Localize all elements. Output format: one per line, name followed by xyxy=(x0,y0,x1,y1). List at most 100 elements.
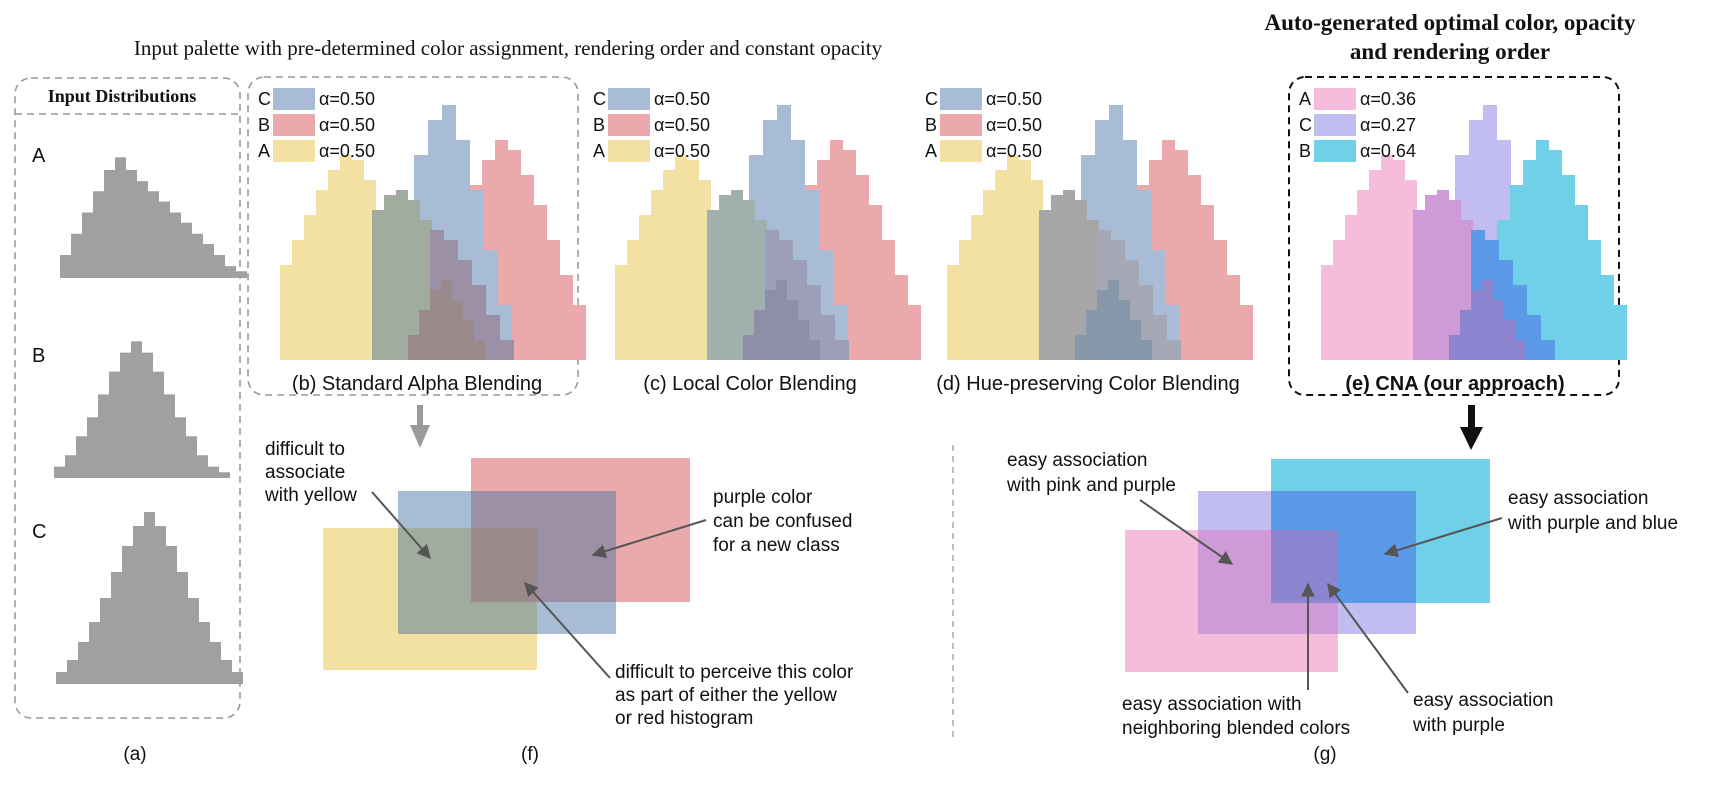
f-note-perceive-2: as part of either the yellow xyxy=(615,685,837,706)
legend-swatch xyxy=(940,88,982,110)
legend-label: B xyxy=(1299,141,1311,161)
g-caption: (g) xyxy=(1313,744,1336,765)
g-overlap-abc xyxy=(1271,530,1338,603)
legend-alpha: α=0.50 xyxy=(654,89,710,109)
panel-f: difficult to associate with yellow purpl… xyxy=(264,439,854,765)
panel-g: easy association with pink and purple ea… xyxy=(1006,450,1678,765)
input-distributions-panel: Input Distributions A B C (a) xyxy=(14,77,247,765)
input-label-c: C xyxy=(32,521,46,543)
f-arrow-yellow xyxy=(371,491,431,560)
gray-down-arrow xyxy=(410,405,430,448)
input-hist-b xyxy=(54,341,230,478)
g-arrow-purpleblue xyxy=(1383,517,1503,557)
input-hist-c xyxy=(56,512,243,684)
g-note-pinkpurple-1: easy association xyxy=(1007,450,1147,471)
legend-swatch xyxy=(1314,114,1356,136)
legend-alpha: α=0.27 xyxy=(1360,115,1416,135)
input-label-a: A xyxy=(32,145,46,167)
legend-alpha: α=0.50 xyxy=(319,141,375,161)
f-note-perceive-1: difficult to perceive this color xyxy=(615,662,854,683)
legend-alpha: α=0.50 xyxy=(986,115,1042,135)
g-arrow-pinkpurple xyxy=(1139,499,1234,565)
panel-e-caption: (e) CNA (our approach) xyxy=(1345,373,1564,395)
f-note-yellow-2: associate xyxy=(265,462,345,483)
legend-swatch xyxy=(273,88,315,110)
input-panel-title: Input Distributions xyxy=(48,86,197,106)
panel-e-frame xyxy=(1288,76,1620,396)
input-hist-a xyxy=(60,157,247,278)
input-panel-frame xyxy=(14,77,241,719)
legend-swatch xyxy=(608,114,650,136)
f-note-purple-3: for a new class xyxy=(713,535,840,556)
legend-label: B xyxy=(925,115,937,135)
legend-alpha: α=0.50 xyxy=(986,89,1042,109)
g-arrow-purple xyxy=(1327,582,1409,694)
legend-swatch xyxy=(273,140,315,162)
f-note-yellow-3: with yellow xyxy=(264,485,357,506)
legend-swatch xyxy=(940,114,982,136)
f-arrow-purple xyxy=(591,519,707,558)
f-overlap-abc xyxy=(471,528,537,602)
auto-title-line2: and rendering order xyxy=(1350,39,1550,64)
panel-c-caption: (c) Local Color Blending xyxy=(643,373,856,395)
legend-alpha: α=0.36 xyxy=(1360,89,1416,109)
legend-alpha: α=0.50 xyxy=(319,89,375,109)
auto-title-line1: Auto-generated optimal color, opacity xyxy=(1265,10,1636,35)
legend-label: C xyxy=(1299,115,1312,135)
legend-swatch xyxy=(1314,88,1356,110)
g-note-neighboring-1: easy association with xyxy=(1122,694,1302,715)
input-panel-caption: (a) xyxy=(123,744,146,765)
legend-label: C xyxy=(593,89,606,109)
panel-c-overlap-abc xyxy=(743,280,820,360)
legend-alpha: α=0.50 xyxy=(986,141,1042,161)
g-note-purpleblue-2: with purple and blue xyxy=(1507,513,1678,534)
panel-b-caption: (b) Standard Alpha Blending xyxy=(292,373,542,395)
panel-b-frame xyxy=(247,76,579,396)
legend-swatch xyxy=(940,140,982,162)
legend-label: C xyxy=(258,89,271,109)
legend-swatch xyxy=(1314,140,1356,162)
legend-alpha: α=0.50 xyxy=(654,141,710,161)
legend-label: C xyxy=(925,89,938,109)
legend-alpha: α=0.64 xyxy=(1360,141,1416,161)
f-note-yellow-1: difficult to xyxy=(265,439,345,460)
g-note-pinkpurple-2: with pink and purple xyxy=(1006,475,1176,496)
panel-e-overlap-abc xyxy=(1449,280,1526,360)
f-note-purple-2: can be confused xyxy=(713,511,852,532)
legend-label: B xyxy=(593,115,605,135)
legend-label: A xyxy=(258,141,270,161)
legend-label: A xyxy=(925,141,937,161)
g-note-purpleblue-1: easy association xyxy=(1508,488,1648,509)
f-arrow-perceive xyxy=(524,581,611,679)
legend-swatch xyxy=(608,140,650,162)
input-palette-title: Input palette with pre-determined color … xyxy=(134,36,883,60)
legend-swatch xyxy=(273,114,315,136)
legend-swatch xyxy=(608,88,650,110)
f-caption: (f) xyxy=(521,744,539,765)
f-note-purple-1: purple color xyxy=(713,487,813,508)
input-label-b: B xyxy=(32,345,45,367)
legend-alpha: α=0.50 xyxy=(319,115,375,135)
g-note-purple-2: with purple xyxy=(1412,715,1505,736)
legend-label: A xyxy=(1299,89,1311,109)
g-note-neighboring-2: neighboring blended colors xyxy=(1122,718,1350,739)
panel-d-caption: (d) Hue-preserving Color Blending xyxy=(936,373,1239,395)
black-down-arrow xyxy=(1460,405,1483,450)
f-note-perceive-3: or red histogram xyxy=(615,708,753,729)
legend-label: A xyxy=(593,141,605,161)
input-histograms xyxy=(54,157,247,684)
legend-alpha: α=0.50 xyxy=(654,115,710,135)
g-note-purple-1: easy association xyxy=(1413,690,1553,711)
panel-b-overlap-abc xyxy=(408,280,485,360)
panel-d-overlap-abc xyxy=(1075,280,1152,360)
